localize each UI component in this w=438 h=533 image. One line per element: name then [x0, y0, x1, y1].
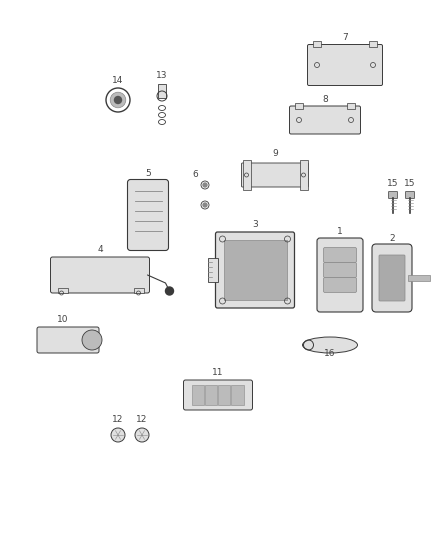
Text: 2: 2 [389, 234, 395, 243]
Bar [208, 258, 218, 282]
Circle shape [114, 96, 122, 104]
Circle shape [111, 428, 125, 442]
Text: 12: 12 [136, 415, 148, 424]
Text: 11: 11 [212, 368, 224, 377]
Text: 6: 6 [192, 170, 198, 179]
Circle shape [135, 428, 149, 442]
FancyBboxPatch shape [379, 255, 405, 301]
Bar [158, 84, 166, 98]
Text: 15: 15 [404, 179, 416, 188]
Bar [191, 385, 204, 405]
Bar [223, 240, 286, 300]
FancyBboxPatch shape [37, 327, 99, 353]
Text: 9: 9 [272, 149, 278, 158]
FancyBboxPatch shape [317, 238, 363, 312]
Bar [134, 288, 144, 293]
Text: 10: 10 [57, 315, 69, 324]
Bar [231, 385, 244, 405]
FancyBboxPatch shape [290, 106, 360, 134]
FancyBboxPatch shape [241, 163, 308, 187]
Text: 7: 7 [342, 33, 348, 42]
FancyBboxPatch shape [406, 191, 414, 198]
FancyBboxPatch shape [372, 244, 412, 312]
Circle shape [110, 92, 126, 108]
Circle shape [82, 330, 102, 350]
FancyBboxPatch shape [324, 262, 357, 278]
Text: 5: 5 [145, 168, 151, 177]
Text: 8: 8 [322, 94, 328, 103]
Text: 1: 1 [337, 227, 343, 236]
Bar [313, 41, 321, 47]
FancyBboxPatch shape [184, 380, 252, 410]
FancyBboxPatch shape [127, 180, 169, 251]
Text: 15: 15 [387, 179, 399, 188]
FancyBboxPatch shape [324, 247, 357, 262]
FancyBboxPatch shape [324, 278, 357, 293]
Text: 3: 3 [252, 220, 258, 229]
Bar [218, 385, 230, 405]
Bar [347, 102, 355, 109]
Circle shape [166, 287, 173, 295]
Text: 16: 16 [324, 349, 336, 358]
FancyBboxPatch shape [215, 232, 294, 308]
Text: 12: 12 [112, 415, 124, 424]
Text: 4: 4 [97, 245, 103, 254]
Ellipse shape [303, 337, 357, 353]
Bar [205, 385, 217, 405]
FancyBboxPatch shape [50, 257, 149, 293]
Bar [295, 102, 303, 109]
FancyBboxPatch shape [389, 191, 398, 198]
Bar [300, 160, 307, 190]
Text: 13: 13 [156, 71, 168, 80]
Circle shape [203, 183, 207, 187]
Bar [369, 41, 377, 47]
Bar [243, 160, 251, 190]
Bar [408, 275, 430, 281]
Bar [57, 288, 67, 293]
FancyBboxPatch shape [307, 44, 382, 85]
Text: 14: 14 [112, 76, 124, 85]
Circle shape [203, 203, 207, 207]
